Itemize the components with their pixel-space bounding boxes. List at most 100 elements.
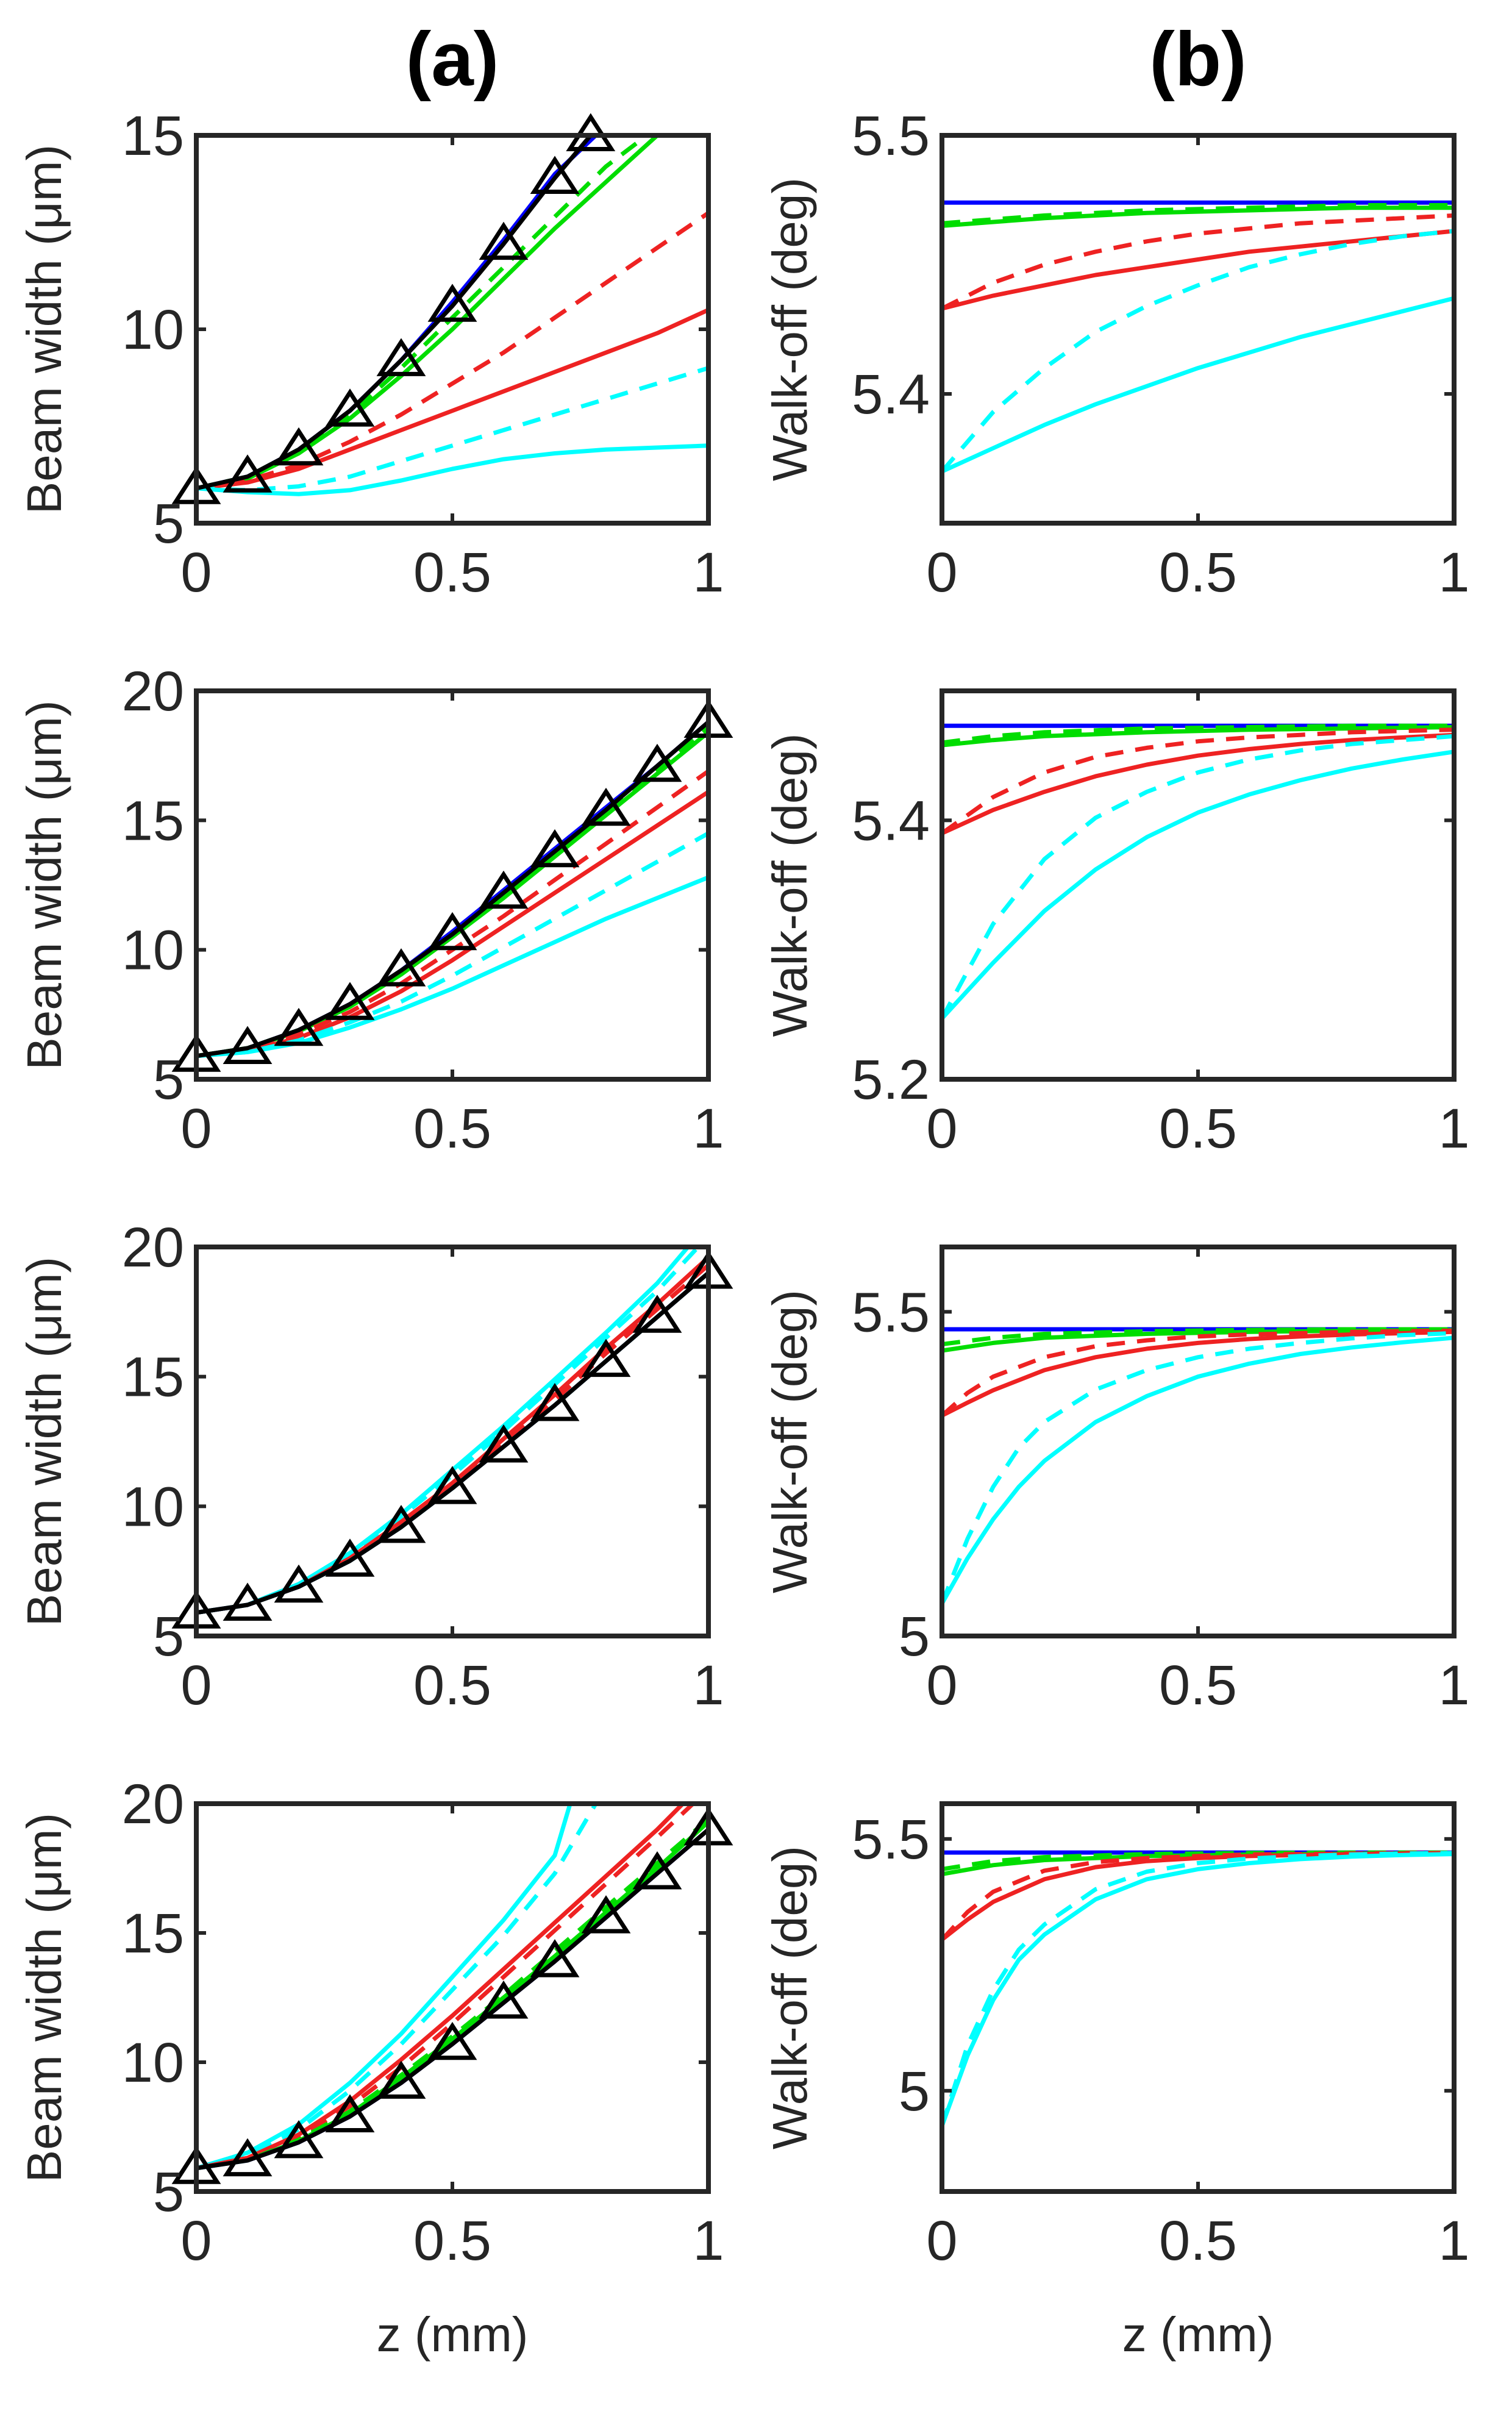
y-tick-label: 5 — [153, 2161, 184, 2223]
y-tick-label: 20 — [122, 660, 184, 723]
triangle-marker — [427, 284, 477, 322]
triangle-marker — [325, 2094, 375, 2132]
triangle-marker — [632, 743, 682, 782]
series-cyan-dashed — [942, 734, 1454, 1020]
series-cyan-dashed — [196, 1804, 598, 2171]
y-tick-label: 5.2 — [852, 1049, 930, 1111]
series-red-solid — [196, 308, 708, 491]
x-tick-label: 0 — [926, 541, 957, 604]
series-red-dashed — [942, 1851, 1454, 1941]
series-group — [942, 723, 1454, 1020]
triangle-marker — [479, 1981, 529, 2019]
x-tick-label: 0.5 — [413, 1654, 491, 1716]
series-cyan-dashed — [196, 366, 708, 493]
x-tick-label: 0 — [926, 1098, 957, 1160]
x-tick-label: 1 — [1438, 1098, 1469, 1160]
series-cyan-solid — [942, 1335, 1454, 1605]
series-green-dashed — [196, 725, 708, 1059]
series-cyan-solid — [196, 875, 708, 1059]
y-axis-label: Beam width (μm) — [17, 700, 71, 1070]
series-cyan-dashed — [196, 1247, 700, 1615]
triangle-marker — [479, 221, 529, 260]
series-cyan-dashed — [942, 1851, 1454, 2127]
y-tick-label: 10 — [122, 2032, 184, 2094]
y-tick-label: 20 — [122, 1773, 184, 1835]
triangle-marker — [479, 1424, 529, 1463]
series-green-solid — [942, 725, 1454, 748]
series-red-solid — [942, 1329, 1454, 1418]
triangle-marker — [581, 1338, 631, 1377]
series-group — [942, 200, 1454, 474]
series-black-solid — [196, 1827, 708, 2171]
series-red-dashed — [196, 211, 708, 491]
triangle-marker — [581, 787, 631, 826]
series-red-solid — [196, 790, 708, 1059]
triangle-marker — [223, 1582, 273, 1621]
x-axis-label: z (mm) — [377, 2307, 529, 2362]
series-red-dashed — [942, 727, 1454, 835]
x-tick-label: 1 — [1438, 1654, 1469, 1716]
series-green-dashed — [942, 1327, 1454, 1346]
series-cyan-dashed — [942, 229, 1454, 473]
triangle-marker — [376, 338, 426, 376]
axes-frame — [940, 1245, 1457, 1638]
y-axis-label: Walk-off (deg) — [763, 177, 817, 481]
series-blue-solid — [196, 1827, 708, 2171]
series-cyan-dashed — [196, 831, 708, 1059]
x-tick-label: 1 — [1438, 541, 1469, 604]
column-title-a: (a) — [406, 17, 499, 102]
y-tick-label: 20 — [122, 1216, 184, 1279]
x-tick-label: 0.5 — [1159, 1098, 1237, 1160]
series-green-solid — [196, 135, 659, 491]
x-axis-label: z (mm) — [1122, 2307, 1274, 2362]
series-green-solid — [196, 730, 708, 1059]
series-cyan-solid — [942, 296, 1454, 474]
triangle-marker — [632, 1851, 682, 1890]
triangle-marker — [530, 155, 580, 194]
x-tick-label: 1 — [693, 1654, 724, 1716]
y-tick-label: 10 — [122, 920, 184, 982]
series-group — [196, 1804, 708, 2171]
series-black-solid — [196, 135, 593, 491]
series-group — [196, 1247, 708, 1615]
y-tick-label: 10 — [122, 299, 184, 361]
y-tick-label: 15 — [122, 105, 184, 167]
triangle-marker — [223, 454, 273, 493]
series-red-solid — [942, 732, 1454, 835]
x-tick-label: 0.5 — [413, 541, 491, 604]
x-tick-label: 1 — [693, 541, 724, 604]
y-tick-label: 5.5 — [852, 105, 930, 167]
series-red-dashed — [942, 1328, 1454, 1418]
series-green-dashed — [196, 1817, 708, 2171]
series-red-solid — [196, 1804, 685, 2171]
x-tick-label: 0.5 — [1159, 541, 1237, 604]
triangle-marker — [376, 1504, 426, 1543]
triangle-marker — [274, 1564, 324, 1603]
y-axis-label: Walk-off (deg) — [763, 734, 817, 1037]
x-tick-label: 0.5 — [413, 2210, 491, 2272]
series-red-dashed — [196, 1804, 695, 2171]
series-group — [942, 1850, 1454, 2127]
triangle-marker — [427, 2021, 477, 2060]
y-axis-label: Beam width (μm) — [17, 145, 71, 514]
x-tick-label: 0.5 — [1159, 1654, 1237, 1716]
x-tick-label: 0.5 — [1159, 2210, 1237, 2272]
axes-frame — [194, 688, 711, 1082]
series-cyan-solid — [942, 749, 1454, 1020]
y-tick-label: 5 — [153, 1049, 184, 1111]
axes-frame — [194, 1801, 711, 2194]
series-green-dashed — [196, 135, 649, 491]
x-tick-label: 0 — [180, 541, 212, 604]
series-red-solid — [942, 229, 1454, 311]
panel-b4: 0 0.5 1 5 5.5 Walk-off (deg) z (mm) — [763, 1801, 1470, 2362]
triangle-marker — [632, 1295, 682, 1333]
triangle-marker — [325, 388, 375, 427]
series-black-solid — [196, 720, 708, 1059]
axes-frame — [940, 133, 1457, 526]
y-tick-label: 5.4 — [852, 363, 930, 426]
y-axis-label: Walk-off (deg) — [763, 1846, 817, 2149]
